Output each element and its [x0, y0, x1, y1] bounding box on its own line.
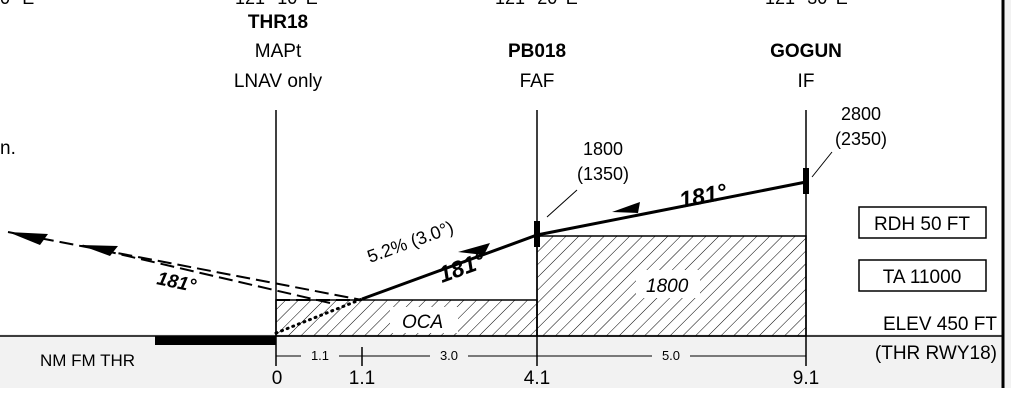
missed-arrowhead-outer [8, 232, 48, 245]
fix-thr18-role: MAPt [255, 41, 302, 62]
segment-2-bg [430, 346, 468, 364]
oca-label-bg [390, 307, 458, 333]
distance-segment-1: 1.1 [311, 348, 329, 363]
segment-1-bg [301, 346, 339, 364]
if-altitude-leader [811, 151, 833, 178]
distance-tick-label-2: 4.1 [524, 368, 550, 388]
if-height: (2350) [835, 129, 887, 149]
segment-3-bg [652, 346, 690, 364]
fix-gogun-role: IF [798, 71, 815, 92]
visual-segment [274, 297, 364, 335]
intermediate-area-label: 1800 [646, 276, 689, 297]
missed-arrowhead-inner [80, 245, 118, 256]
upper-panel [0, 0, 1003, 216]
if-altitude: 2800 [841, 104, 881, 124]
distance-tick-label-3: 9.1 [793, 368, 819, 388]
rdh-box-text: RDH 50 FT [874, 214, 970, 235]
oca-label: OCA [402, 312, 443, 333]
missed-approach-inner [79, 244, 331, 304]
intermediate-arrowhead [612, 202, 640, 213]
fix-pb018-name: PB018 [508, 41, 566, 62]
top-fragment-mid-left: 121° 10' E [235, 0, 318, 8]
intermediate-label-bg [636, 270, 700, 298]
if-marker [803, 168, 809, 194]
fix-pb018-role: FAF [520, 71, 555, 92]
faf-height: (1350) [577, 164, 629, 184]
distance-tick-label-0: 0 [272, 368, 283, 388]
distance-scale-label: NM FM THR [40, 351, 135, 370]
ta-box-text: TA 11000 [883, 267, 962, 288]
final-arrowhead [458, 243, 490, 255]
rdh-box [858, 206, 987, 239]
elevation-line1: ELEV 450 FT [883, 314, 997, 335]
distance-segment-2: 3.0 [440, 348, 458, 363]
top-fragment-right: 121° 30' E [765, 0, 848, 8]
faf-altitude: 1800 [583, 139, 623, 159]
ta-box [858, 259, 987, 292]
distance-tick-label-1: 1.1 [349, 368, 375, 388]
top-fragment-mid-right: 121° 20' E [495, 0, 578, 8]
faf-marker [534, 221, 540, 247]
elevation-line2: (THR RWY18) [875, 343, 997, 364]
left-margin-fragment: n. [0, 138, 16, 159]
fix-thr18-name: THR18 [248, 12, 308, 33]
runway-bar [155, 336, 276, 345]
top-fragment-left: 0° E [0, 0, 34, 8]
faf-altitude-leader [546, 189, 578, 218]
fix-gogun-name: GOGUN [770, 41, 842, 62]
distance-segment-3: 5.0 [662, 348, 680, 363]
fix-thr18-note: LNAV only [234, 71, 323, 92]
